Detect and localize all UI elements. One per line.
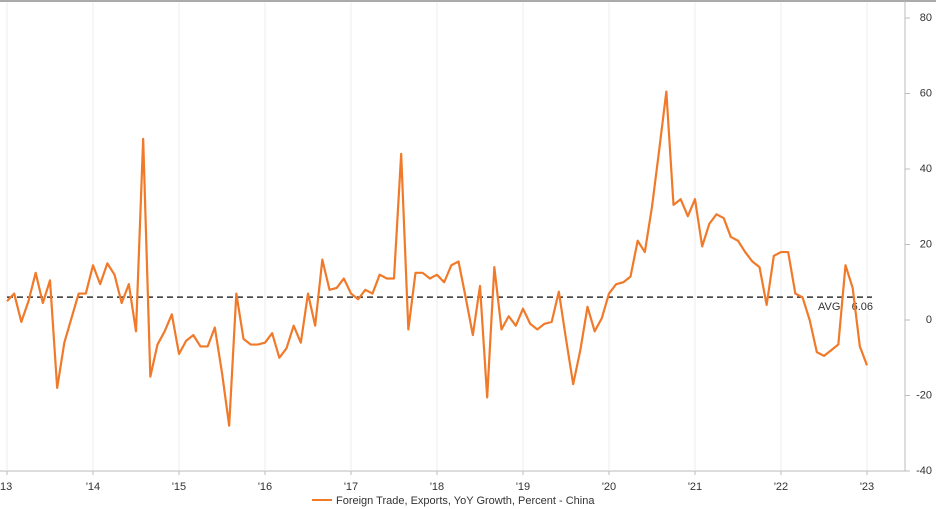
y-tick-label: -20 bbox=[916, 389, 932, 401]
x-tick-label: '19 bbox=[516, 481, 530, 493]
average-label: AVG bbox=[818, 301, 840, 313]
average-value: 6.06 bbox=[852, 301, 873, 313]
x-tick-label: '23 bbox=[860, 481, 874, 493]
x-tick-label: '21 bbox=[688, 481, 702, 493]
x-tick-label: 13 bbox=[0, 481, 12, 493]
y-tick-label: -40 bbox=[916, 465, 932, 477]
y-tick-label: 20 bbox=[920, 238, 932, 250]
x-tick-label: '18 bbox=[430, 481, 444, 493]
x-tick-label: '17 bbox=[344, 481, 358, 493]
y-tick-label: 40 bbox=[920, 163, 932, 175]
legend-label: Foreign Trade, Exports, YoY Growth, Perc… bbox=[336, 495, 595, 507]
x-tick-label: '15 bbox=[172, 481, 186, 493]
y-tick-label: 60 bbox=[920, 87, 932, 99]
average-label-bg bbox=[814, 299, 874, 314]
x-tick-label: '20 bbox=[602, 481, 616, 493]
x-tick-label: '16 bbox=[258, 481, 272, 493]
x-tick-label: '22 bbox=[774, 481, 788, 493]
y-tick-label: 0 bbox=[926, 314, 932, 326]
series-line bbox=[6, 90, 869, 427]
legend: Foreign Trade, Exports, YoY Growth, Perc… bbox=[312, 495, 595, 507]
y-tick-label: 80 bbox=[920, 12, 932, 24]
x-tick-label: '14 bbox=[86, 481, 100, 493]
